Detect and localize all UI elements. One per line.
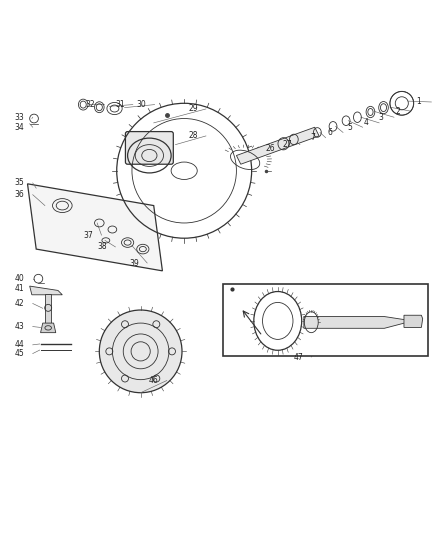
Text: 29: 29 — [188, 104, 198, 114]
Text: 47: 47 — [293, 352, 303, 361]
Text: 36: 36 — [15, 190, 25, 199]
Text: 35: 35 — [15, 179, 25, 188]
Text: 3: 3 — [378, 112, 383, 122]
Text: 33: 33 — [15, 112, 25, 122]
Text: 2: 2 — [395, 107, 400, 116]
Polygon shape — [30, 286, 62, 295]
Text: 31: 31 — [115, 100, 124, 109]
Text: 40: 40 — [15, 274, 25, 283]
Text: 5: 5 — [347, 123, 352, 132]
Polygon shape — [237, 127, 319, 164]
Polygon shape — [404, 315, 423, 327]
Text: 34: 34 — [15, 123, 25, 132]
Text: 42: 42 — [15, 299, 25, 308]
Polygon shape — [28, 184, 162, 271]
Text: 37: 37 — [84, 231, 93, 240]
Text: 38: 38 — [98, 243, 107, 252]
Text: 32: 32 — [86, 100, 95, 109]
Text: 30: 30 — [137, 100, 146, 109]
Text: 41: 41 — [15, 284, 25, 293]
Text: 26: 26 — [265, 144, 275, 154]
Text: 7: 7 — [310, 133, 315, 142]
Text: 43: 43 — [15, 322, 25, 331]
Text: 44: 44 — [15, 341, 25, 349]
Text: 27: 27 — [282, 140, 292, 149]
Text: 1: 1 — [416, 98, 421, 107]
Text: 46: 46 — [149, 376, 159, 385]
Text: 28: 28 — [188, 132, 198, 140]
Polygon shape — [41, 323, 56, 333]
Bar — [223, 284, 428, 356]
Polygon shape — [45, 294, 51, 323]
Text: 45: 45 — [15, 349, 25, 358]
Text: 6: 6 — [328, 128, 332, 137]
Text: 39: 39 — [129, 259, 139, 268]
FancyBboxPatch shape — [125, 132, 173, 164]
Circle shape — [99, 310, 182, 393]
Polygon shape — [304, 317, 413, 328]
Text: 4: 4 — [364, 118, 368, 127]
